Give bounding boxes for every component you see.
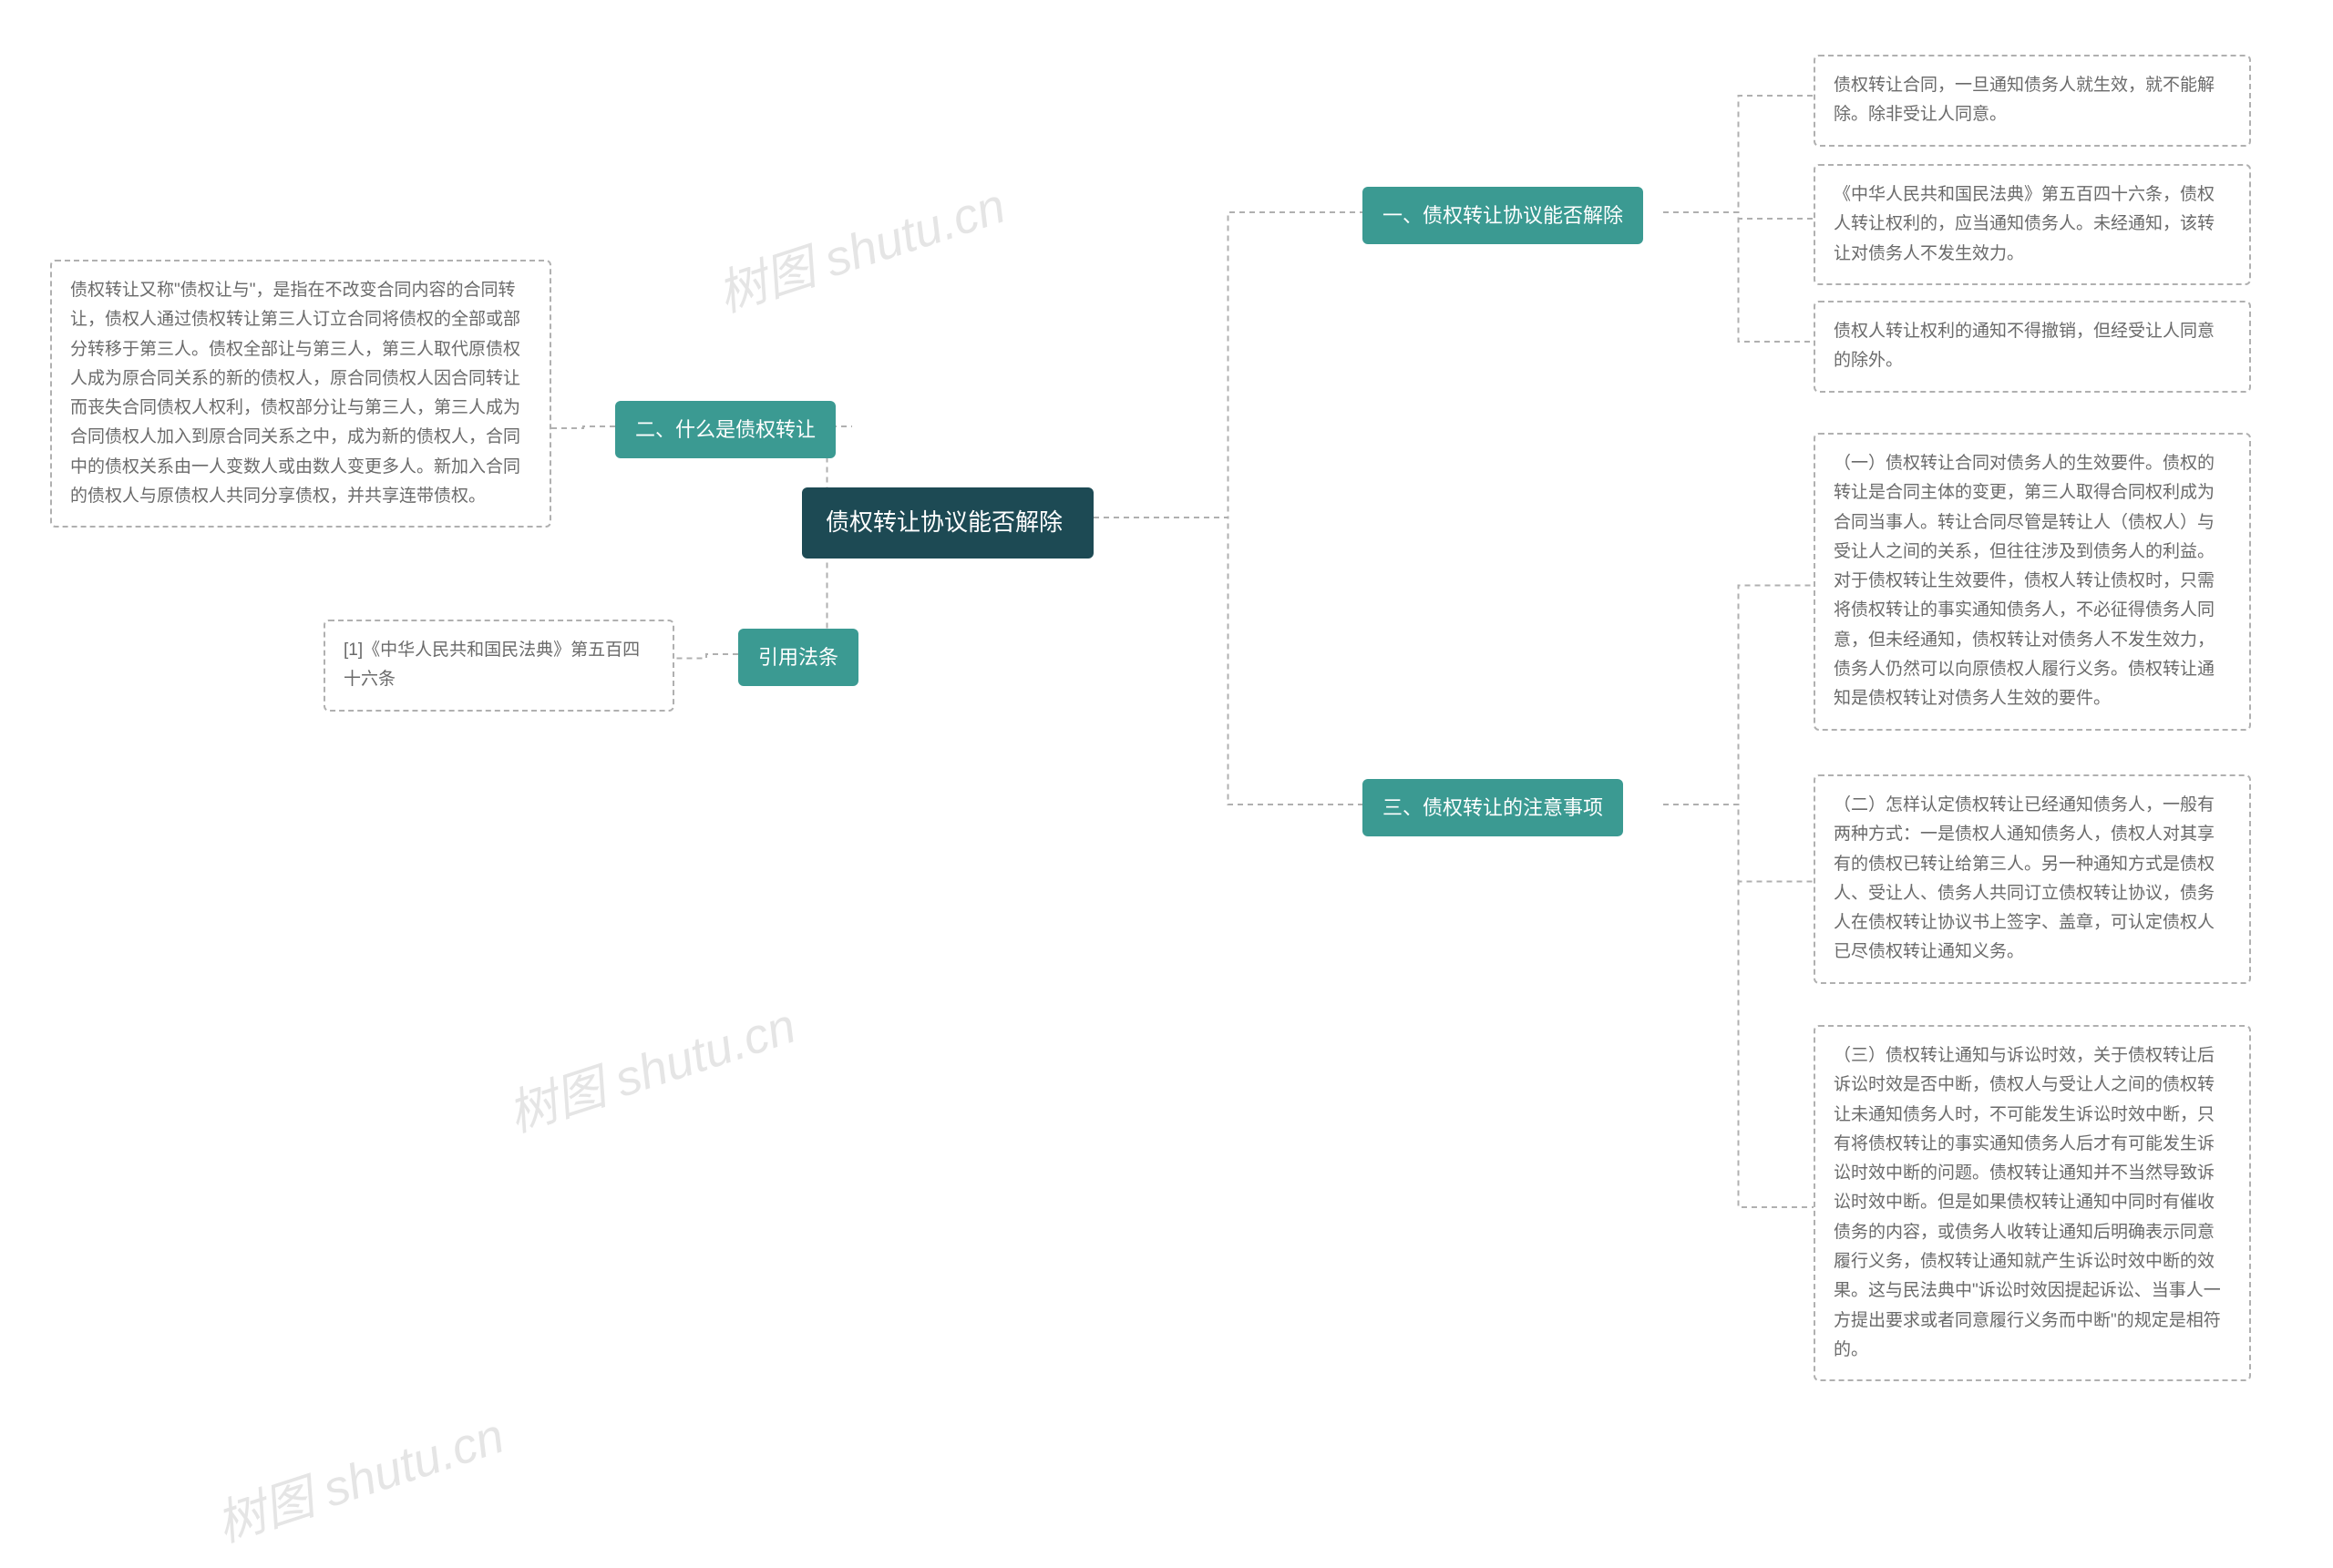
branch-section-4: 引用法条 <box>738 629 858 686</box>
mindmap-root: 债权转让协议能否解除 <box>802 487 1094 559</box>
leaf-1a: 债权转让合同，一旦通知债务人就生效，就不能解除。除非受让人同意。 <box>1814 55 2251 147</box>
leaf-3a: （一）债权转让合同对债务人的生效要件。债权的转让是合同主体的变更，第三人取得合同… <box>1814 433 2251 731</box>
watermark: 树图 shutu.cn <box>498 985 804 1145</box>
watermark: 树图 shutu.cn <box>206 1395 512 1555</box>
leaf-2a: 债权转让又称"债权让与"，是指在不改变合同内容的合同转让，债权人通过债权转让第三… <box>50 260 551 528</box>
branch-section-3: 三、债权转让的注意事项 <box>1362 779 1623 836</box>
watermark: 树图 shutu.cn <box>707 165 1013 325</box>
leaf-3c: （三）债权转让通知与诉讼时效，关于债权转让后诉讼时效是否中断，债权人与受让人之间… <box>1814 1025 2251 1381</box>
branch-section-2: 二、什么是债权转让 <box>615 401 836 458</box>
leaf-4a: [1]《中华人民共和国民法典》第五百四十六条 <box>324 620 674 712</box>
leaf-3b: （二）怎样认定债权转让已经通知债务人，一般有两种方式：一是债权人通知债务人，债权… <box>1814 774 2251 984</box>
leaf-1c: 债权人转让权利的通知不得撤销，但经受让人同意的除外。 <box>1814 301 2251 393</box>
leaf-1b: 《中华人民共和国民法典》第五百四十六条，债权人转让权利的，应当通知债务人。未经通… <box>1814 164 2251 285</box>
branch-section-1: 一、债权转让协议能否解除 <box>1362 187 1643 244</box>
